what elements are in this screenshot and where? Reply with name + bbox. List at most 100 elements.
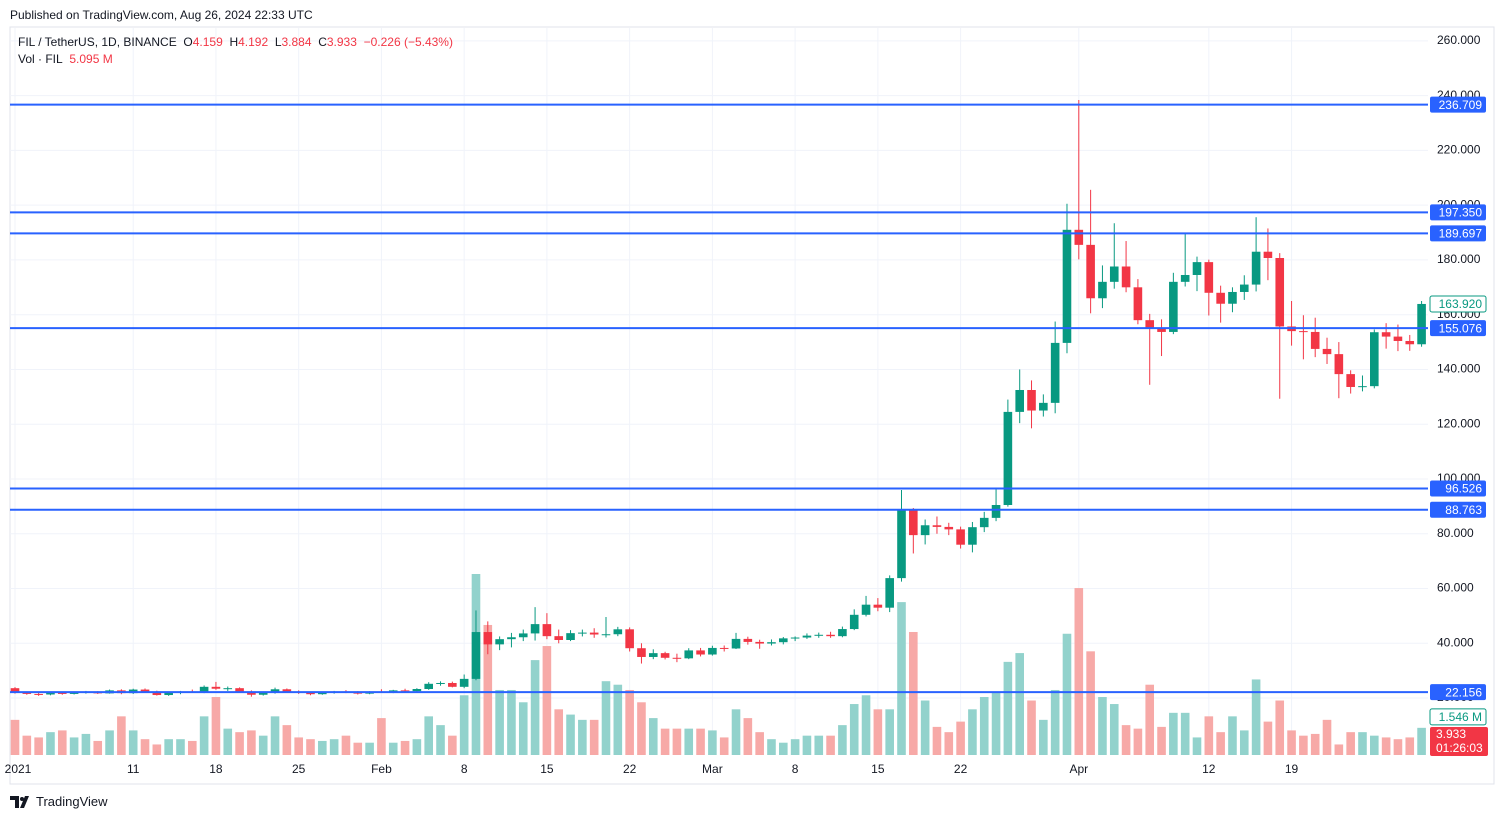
volume-bar	[81, 733, 91, 755]
volume-bar	[1239, 730, 1249, 755]
level-label: 189.697	[1439, 227, 1483, 241]
candle-body	[542, 624, 552, 637]
volume-bar	[1275, 700, 1285, 755]
volume-bar	[1405, 737, 1415, 755]
volume-bar	[1310, 733, 1320, 755]
volume-bar	[282, 725, 292, 755]
candle-body	[1192, 262, 1202, 275]
candle-body	[566, 633, 575, 640]
volume-bar	[767, 739, 776, 755]
candle-body	[1039, 402, 1048, 411]
level-label-box	[1430, 480, 1486, 497]
volume-bar	[1287, 730, 1296, 755]
candle-body	[530, 624, 540, 634]
candle-body	[873, 604, 883, 608]
candle-body	[57, 692, 67, 694]
l-value: 3.884	[281, 35, 312, 49]
y-tick-label: 140.000	[1437, 362, 1481, 376]
volume-bar	[459, 695, 469, 755]
volume-bar	[731, 709, 741, 755]
volume-bar	[152, 744, 162, 755]
candle-body	[199, 686, 209, 693]
x-tick-label: Apr	[1069, 762, 1088, 776]
ohlc-row: FIL / TetherUS, 1D, BINANCE O4.159 H4.19…	[18, 34, 453, 51]
volume-bar	[247, 730, 256, 755]
candle-body	[920, 525, 930, 536]
volume-bar	[1109, 704, 1119, 755]
volume-bar	[1216, 732, 1225, 755]
volume-bar	[1098, 697, 1107, 755]
level-label-box	[1430, 501, 1486, 518]
x-tick-label: 15	[540, 762, 554, 776]
volume-bar	[1027, 700, 1036, 755]
x-tick-label: 8	[461, 762, 468, 776]
volume-bar	[57, 730, 67, 755]
level-label-box	[1430, 204, 1486, 221]
volume-bar	[1251, 679, 1261, 755]
volume-bar	[755, 732, 764, 755]
h-value: 4.192	[238, 35, 269, 49]
volume-bar	[956, 721, 965, 755]
volume-bar	[235, 732, 244, 755]
candle-body	[790, 637, 800, 639]
volume-bar	[1299, 735, 1308, 755]
volume-bar	[507, 689, 516, 755]
volume-bar	[1358, 732, 1367, 755]
level-label: 96.526	[1445, 482, 1482, 496]
candle-body	[956, 529, 965, 545]
candle-body	[719, 647, 729, 649]
volume-bar	[188, 740, 197, 755]
last-volume-box	[1429, 708, 1487, 726]
last-price-box	[1429, 295, 1487, 313]
volume-bar	[483, 624, 493, 755]
volume-bar	[708, 730, 717, 755]
level-label: 155.076	[1439, 321, 1483, 335]
volume-bar	[1228, 716, 1237, 755]
candle-body	[1370, 332, 1379, 387]
y-tick-label: 80.000	[1437, 526, 1474, 540]
level-label: 88.763	[1445, 503, 1482, 517]
volume-bar	[164, 739, 173, 755]
levels	[10, 103, 1428, 694]
candle-body	[968, 527, 977, 545]
candle-body	[767, 642, 776, 644]
candle-body	[46, 692, 55, 695]
footer: TradingView	[10, 794, 108, 809]
legend-header: FIL / TetherUS, 1D, BINANCE O4.159 H4.19…	[18, 34, 453, 68]
level-label-box	[1430, 225, 1486, 242]
candle-body	[660, 653, 670, 658]
volume-bar	[979, 697, 989, 755]
volume-bar	[1039, 719, 1048, 755]
level-label-box	[1430, 96, 1486, 113]
chart-frame	[9, 26, 1495, 785]
c-label: C	[318, 35, 327, 49]
volume-bar	[1192, 737, 1202, 755]
volume-bar	[1393, 739, 1403, 755]
volume-bar	[743, 718, 753, 755]
level-label: 22.156	[1445, 685, 1482, 699]
volume-bar	[22, 735, 32, 755]
candle-body	[1358, 386, 1367, 388]
candle-body	[1239, 284, 1249, 292]
candle-body	[1299, 331, 1308, 333]
candle-body	[318, 692, 327, 695]
volume-bar	[140, 739, 150, 755]
volume-bar	[909, 631, 918, 755]
volume-bar	[719, 737, 729, 755]
volume-bar	[826, 735, 835, 755]
vol-label: Vol · FIL	[18, 52, 63, 66]
candle-body	[743, 638, 753, 642]
candle-body	[838, 629, 847, 637]
volume-bar	[176, 739, 185, 755]
countdown-time: 01:26:03	[1436, 741, 1483, 755]
candle-body	[731, 638, 741, 649]
volume-bar	[542, 646, 552, 755]
countdown-price: 3.933	[1436, 727, 1466, 741]
candle-body	[979, 517, 989, 528]
volume-bar	[1180, 712, 1190, 755]
level-label-box	[1430, 684, 1486, 701]
candle-body	[826, 634, 835, 637]
volume-bar	[814, 735, 824, 755]
volume-bar	[779, 742, 788, 755]
candle-body	[779, 638, 788, 643]
